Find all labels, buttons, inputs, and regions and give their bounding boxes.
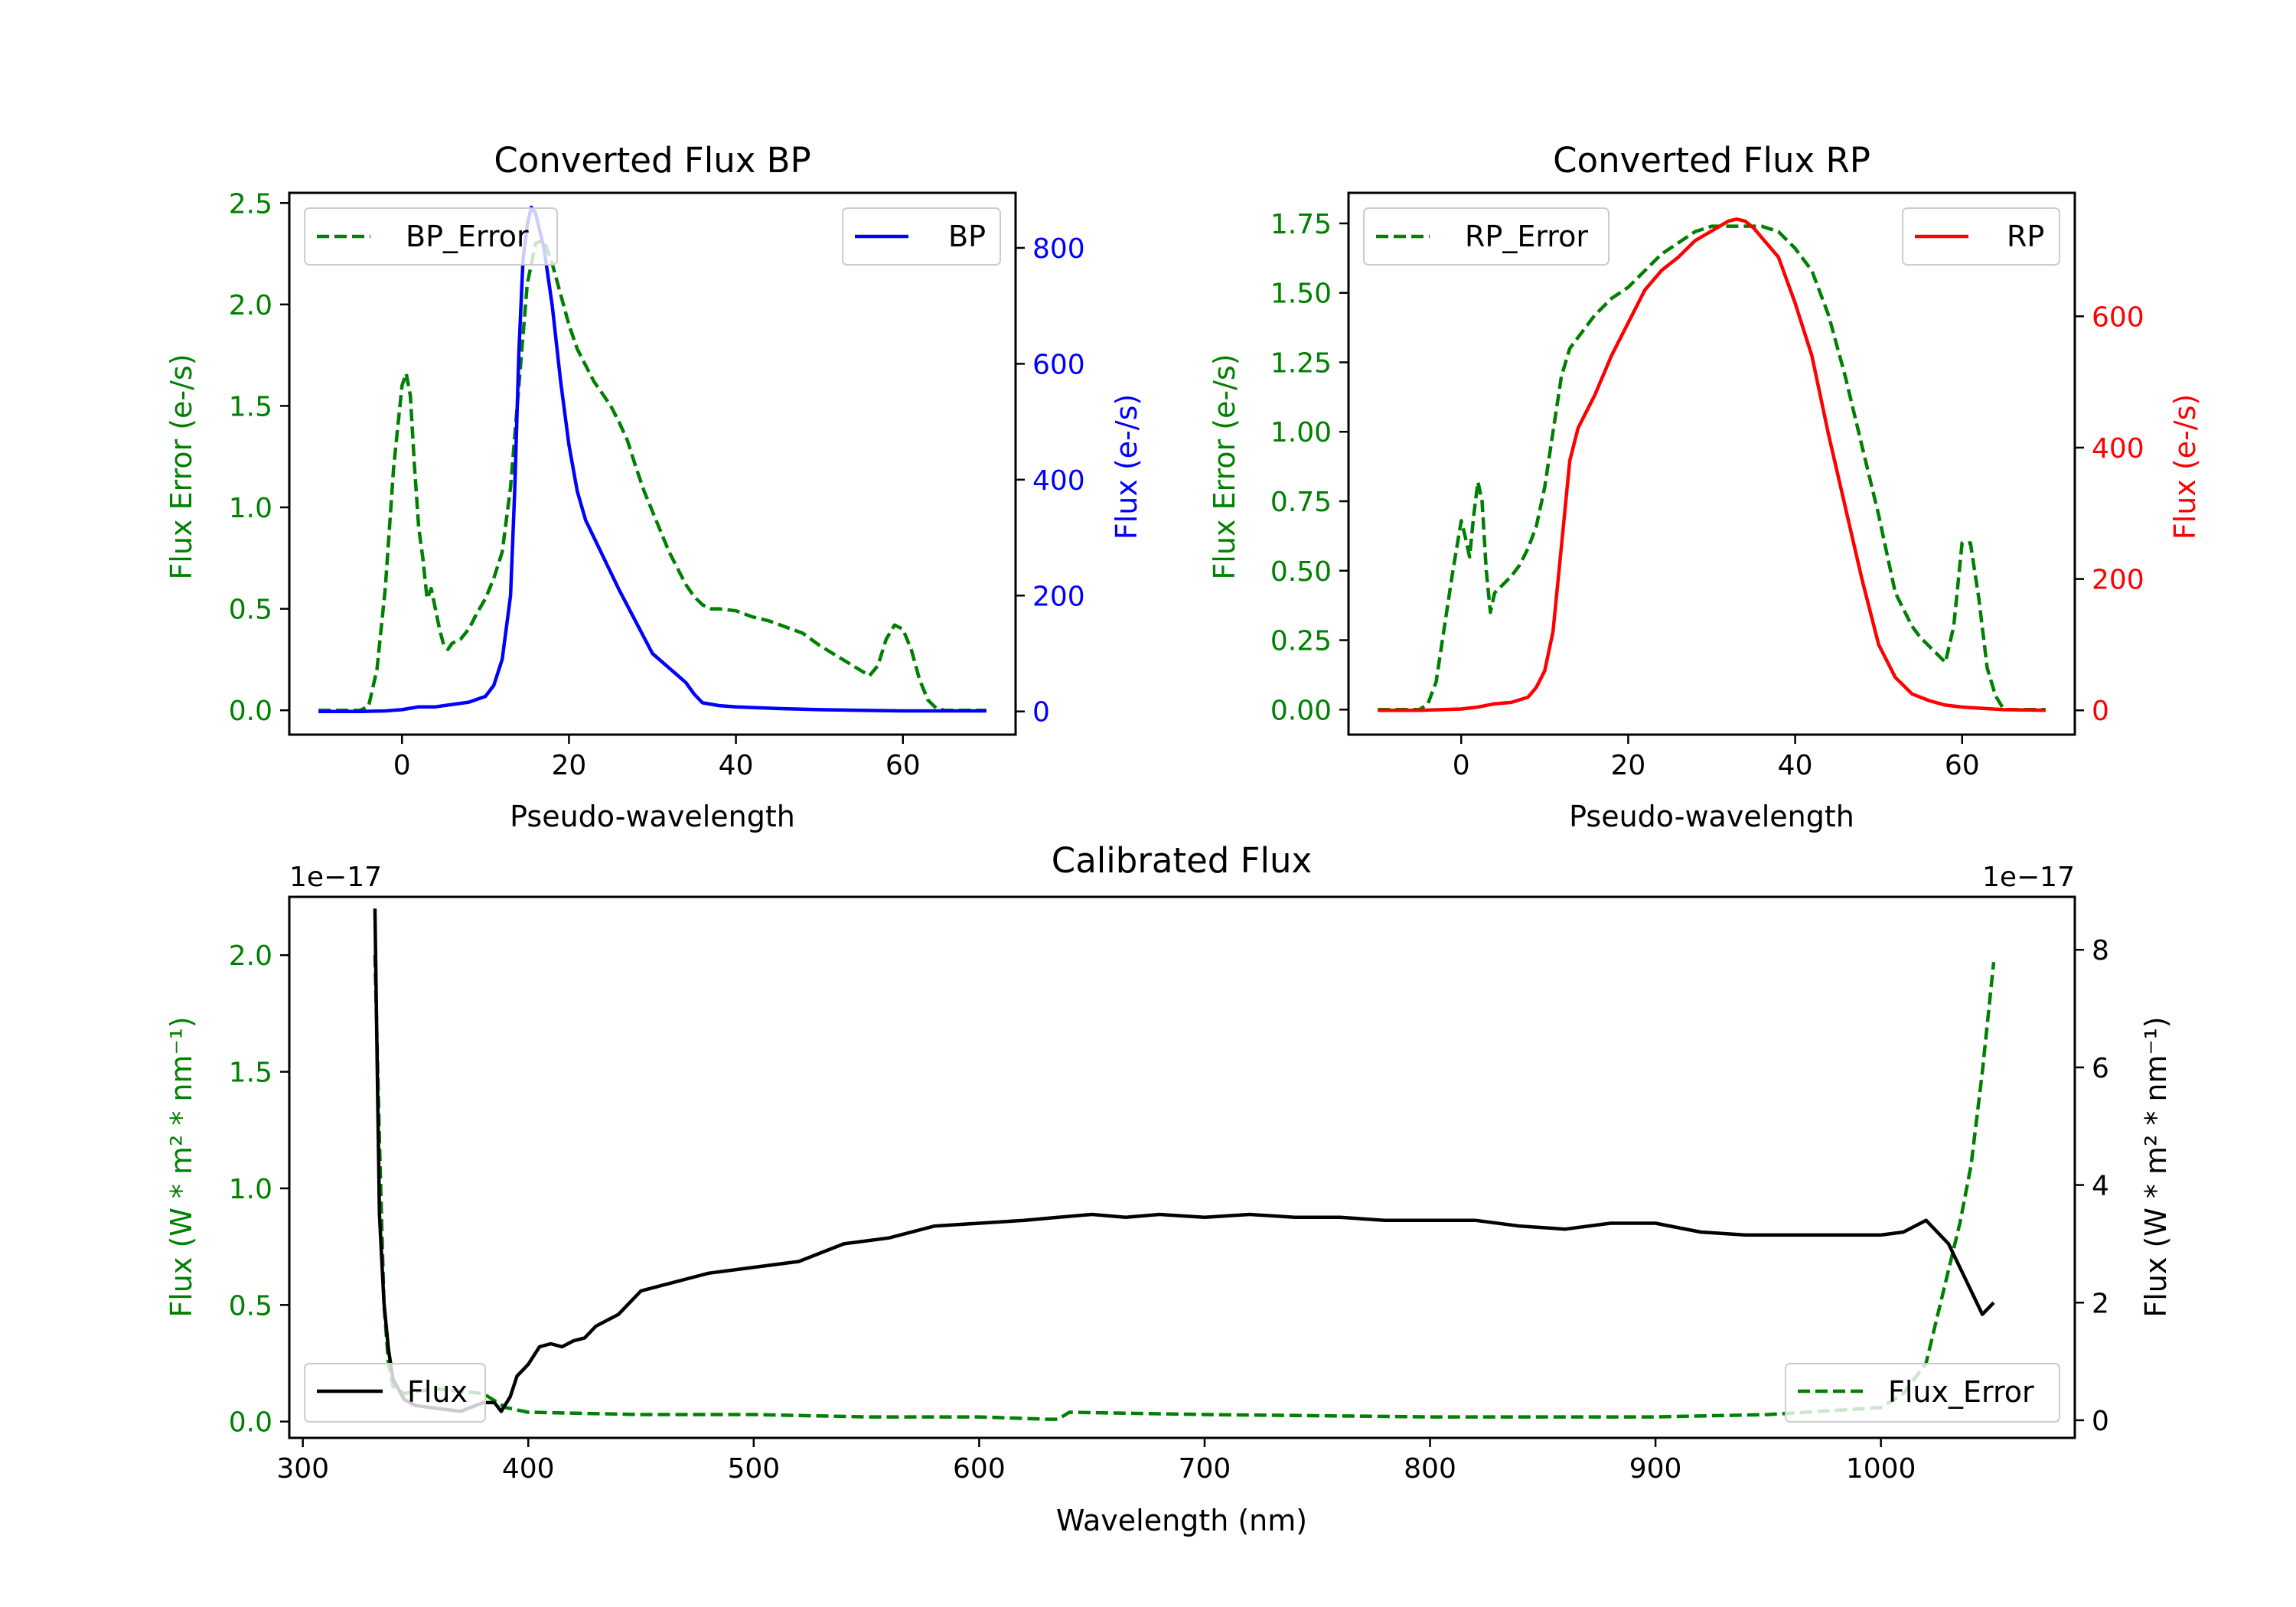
calibrated-legend-flux-label: Flux — [407, 1375, 468, 1409]
calibrated-right-y-tick-label: 4 — [2092, 1171, 2109, 1202]
bp-series-bp — [318, 205, 987, 713]
calibrated-right-y-tick-label: 6 — [2092, 1053, 2109, 1084]
bp-right-y-tick-label: 200 — [1032, 581, 1085, 612]
calibrated-x-tick-label: 700 — [1179, 1453, 1231, 1485]
rp-panel: Converted Flux RP Pseudo-wavelength Flux… — [1208, 140, 2202, 833]
calibrated-right-y-tick-label: 8 — [2092, 935, 2109, 966]
bp-series-bp-error — [318, 237, 987, 712]
calibrated-left-y-tick-label: 2.0 — [229, 940, 272, 972]
rp-legend-error: RP_Error — [1363, 207, 1609, 266]
rp-left-y-tick-label: 1.00 — [1270, 417, 1332, 448]
calibrated-right-y-tick-label: 2 — [2092, 1288, 2109, 1319]
rp-left-y-tick-label: 1.50 — [1270, 279, 1332, 310]
rp-series-rp — [1378, 217, 2046, 712]
rp-plot-frame — [1347, 191, 2076, 736]
rp-left-y-tick-label: 0.00 — [1270, 695, 1332, 726]
calibrated-left-y-tick-label: 0.5 — [229, 1290, 272, 1322]
rp-x-tick-label: 0 — [1453, 750, 1470, 781]
bp-panel: Converted Flux BP Pseudo-wavelength Flux… — [165, 140, 1143, 833]
bp-plot-frame — [288, 191, 1017, 736]
bp-right-y-tick-label: 400 — [1032, 465, 1085, 497]
calibrated-left-y-tick-label: 0.0 — [229, 1407, 272, 1439]
rp-right-y-axis-label: Flux (e-/s) — [2168, 394, 2202, 539]
bp-legend-error: BP_Error — [304, 207, 558, 266]
calibrated-legend-error: Flux_Error — [1785, 1363, 2060, 1423]
calibrated-x-tick-label: 800 — [1404, 1453, 1456, 1485]
calibrated-x-tick-label: 900 — [1629, 1453, 1682, 1485]
bp-left-y-tick-label: 1.0 — [229, 493, 272, 524]
calibrated-plot-frame — [288, 895, 2076, 1439]
calibrated-right-offset-label: 1e−17 — [1982, 862, 2075, 893]
bp-legend-flux-label: BP — [948, 220, 986, 253]
rp-left-y-tick-label: 1.25 — [1270, 347, 1332, 379]
bp-left-y-tick-label: 0.0 — [229, 696, 272, 727]
bp-right-y-tick-label: 800 — [1032, 233, 1085, 265]
calibrated-left-y-axis-label: Flux (W * m² * nm⁻¹) — [165, 1016, 198, 1317]
rp-x-tick-label: 60 — [1945, 750, 1980, 781]
calibrated-x-tick-label: 600 — [953, 1453, 1006, 1485]
bp-right-y-tick-label: 600 — [1032, 349, 1085, 380]
calibrated-left-y-tick-label: 1.0 — [229, 1174, 272, 1205]
bp-left-y-tick-label: 2.0 — [229, 290, 272, 321]
calibrated-x-axis-label: Wavelength (nm) — [1056, 1504, 1307, 1537]
bp-x-axis-label: Pseudo-wavelength — [510, 800, 795, 833]
rp-right-y-tick-label: 400 — [2092, 433, 2144, 464]
rp-left-y-tick-label: 1.75 — [1270, 209, 1332, 240]
bp-x-tick-label: 60 — [885, 750, 921, 781]
bp-legend-error-label: BP_Error — [406, 220, 529, 253]
bp-left-y-tick-label: 0.5 — [229, 595, 272, 626]
calibrated-left-offset-label: 1e−17 — [289, 862, 382, 893]
calibrated-right-y-axis-label: Flux (W * m² * nm⁻¹) — [2139, 1016, 2173, 1317]
rp-title: Converted Flux RP — [1553, 140, 1870, 181]
bp-x-tick-label: 0 — [393, 750, 411, 781]
rp-x-tick-label: 20 — [1611, 750, 1646, 781]
rp-legend-flux-label: RP — [2007, 220, 2044, 253]
rp-x-tick-label: 40 — [1778, 750, 1813, 781]
calibrated-legend-error-label: Flux_Error — [1888, 1375, 2034, 1409]
bp-left-y-tick-label: 2.5 — [229, 188, 272, 220]
bp-left-y-tick-label: 1.5 — [229, 391, 272, 422]
rp-x-axis-label: Pseudo-wavelength — [1569, 800, 1854, 833]
bp-x-tick-label: 40 — [719, 750, 754, 781]
rp-left-y-tick-label: 0.50 — [1270, 556, 1332, 588]
rp-right-y-tick-label: 0 — [2092, 696, 2109, 727]
calibrated-x-tick-label: 500 — [727, 1453, 780, 1485]
rp-legend-error-label: RP_Error — [1465, 220, 1588, 253]
rp-right-y-tick-label: 200 — [2092, 565, 2144, 596]
bp-x-tick-label: 20 — [552, 750, 587, 781]
calibrated-title: Calibrated Flux — [1052, 840, 1312, 881]
bp-right-y-axis-label: Flux (e-/s) — [1110, 394, 1143, 539]
bp-title: Converted Flux BP — [494, 140, 810, 181]
calibrated-right-y-tick-label: 0 — [2092, 1406, 2109, 1437]
bp-legend-flux: BP — [842, 207, 1001, 266]
calibrated-panel: Calibrated Flux Wavelength (nm) 1e−17 1e… — [165, 840, 2173, 1537]
calibrated-legend-flux: Flux — [304, 1363, 486, 1423]
calibrated-x-tick-label: 300 — [276, 1453, 329, 1485]
rp-left-y-axis-label: Flux Error (e-/s) — [1208, 354, 1241, 579]
calibrated-x-tick-label: 1000 — [1846, 1453, 1916, 1485]
rp-legend-flux: RP — [1902, 207, 2060, 266]
bp-left-y-axis-label: Flux Error (e-/s) — [165, 354, 198, 579]
rp-right-y-tick-label: 600 — [2092, 302, 2144, 333]
calibrated-x-tick-label: 400 — [502, 1453, 555, 1485]
bp-right-y-tick-label: 0 — [1032, 697, 1050, 729]
rp-series-rp-error — [1378, 224, 2046, 712]
calibrated-left-y-tick-label: 1.5 — [229, 1058, 272, 1089]
rp-left-y-tick-label: 0.75 — [1270, 487, 1332, 518]
rp-left-y-tick-label: 0.25 — [1270, 626, 1332, 657]
